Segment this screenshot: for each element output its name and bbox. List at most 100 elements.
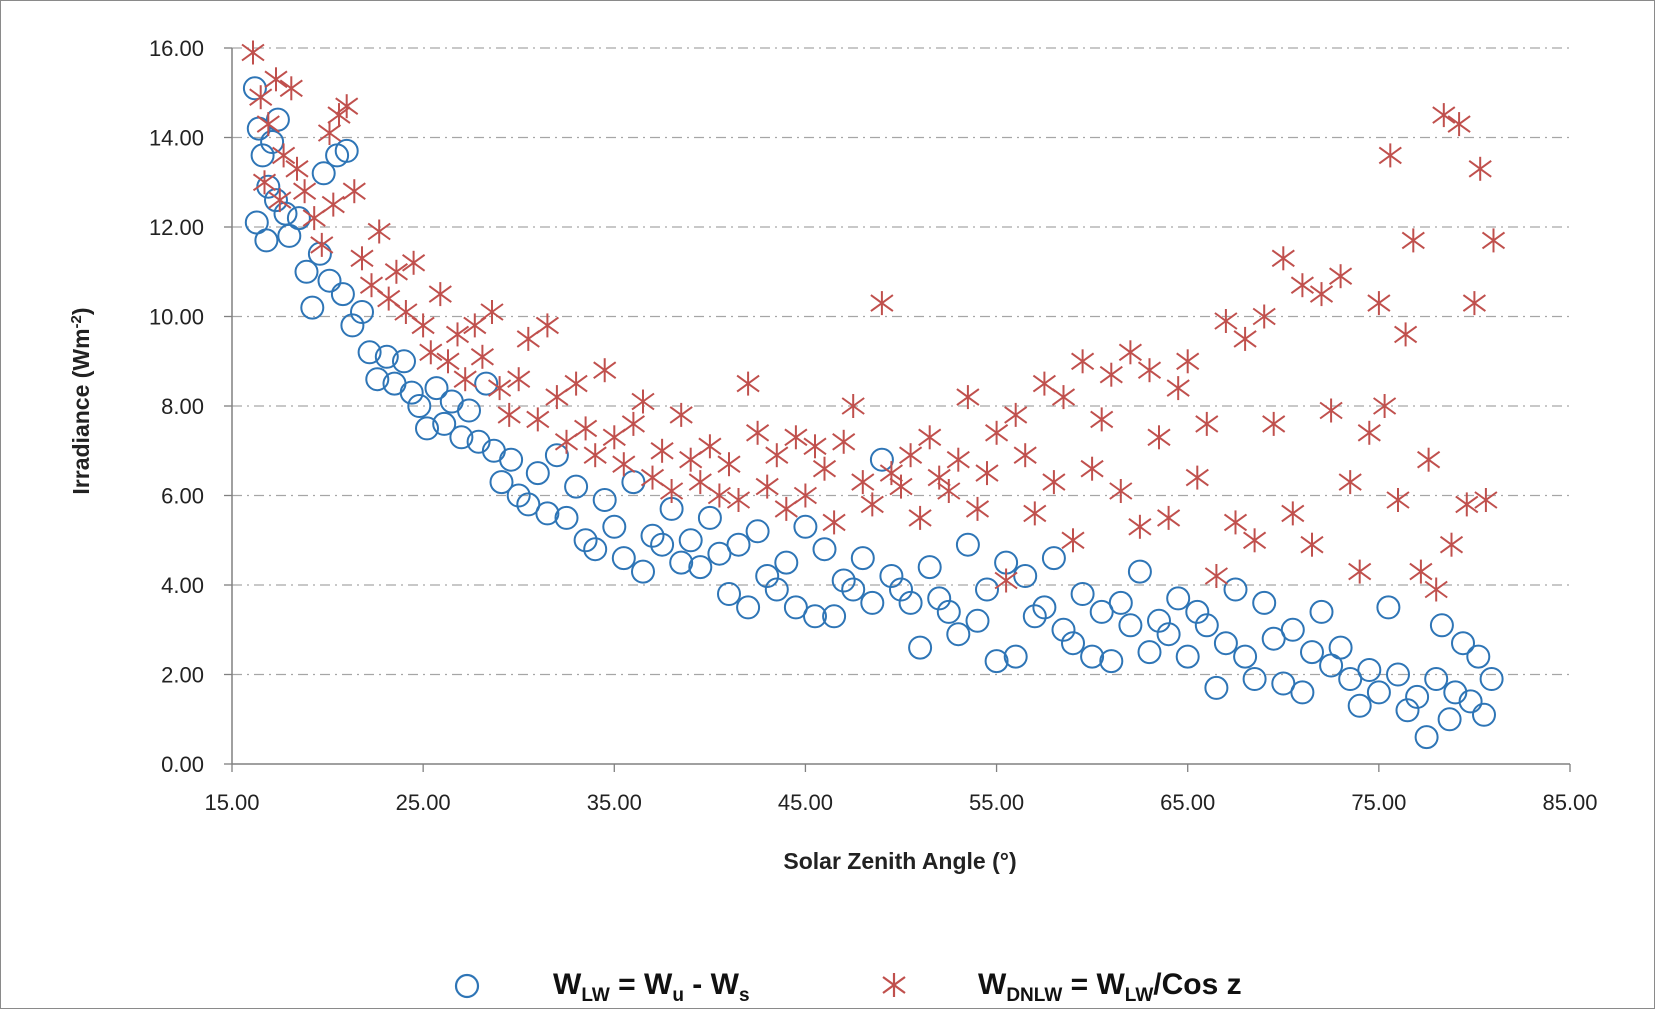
data-point-wlw [525, 461, 550, 486]
data-point-wdnlw [946, 447, 970, 472]
data-point-wlw [1424, 667, 1449, 691]
data-point-wlw [1223, 577, 1248, 602]
data-point-wdnlw [736, 371, 760, 396]
data-point-wlw [965, 608, 990, 633]
data-point-wdnlw [746, 420, 770, 445]
data-point-wlw [783, 595, 808, 620]
data-point-wlw [294, 259, 319, 284]
data-point-wlw [265, 107, 290, 132]
data-point-wlw [1099, 649, 1124, 674]
data-point-wlw [793, 514, 818, 539]
data-point-wdnlw [1300, 532, 1324, 557]
data-point-wdnlw [612, 452, 636, 477]
data-point-wlw [1437, 707, 1462, 732]
data-point-wlw [1443, 680, 1468, 705]
data-point-wdnlw [832, 429, 856, 454]
data-point-wlw [1271, 671, 1296, 696]
data-point-wlw [499, 447, 524, 472]
data-point-wdnlw [975, 461, 999, 486]
data-point-wlw [432, 411, 457, 436]
data-point-wlw [1479, 667, 1504, 691]
data-point-wlw [506, 483, 531, 508]
data-point-wdnlw [755, 474, 779, 499]
data-point-wdnlw [1401, 228, 1425, 253]
data-point-wdnlw [1367, 291, 1391, 316]
data-point-wdnlw [1032, 371, 1056, 396]
data-point-wlw [407, 394, 432, 418]
data-point-wdnlw [631, 389, 655, 414]
data-point-wlw [688, 555, 713, 580]
data-point-wlw [831, 568, 856, 593]
data-point-wlw [812, 537, 837, 562]
data-point-wlw [1472, 702, 1496, 727]
data-point-wlw [1127, 559, 1152, 584]
data-point-wlw [1041, 546, 1066, 571]
data-point-wdnlw [497, 402, 521, 427]
data-point-wdnlw [377, 286, 401, 311]
data-point-wlw [946, 622, 971, 647]
y-tick-label: 0.00 [161, 752, 204, 777]
data-point-wdnlw [793, 483, 817, 508]
data-point-wlw [1280, 617, 1305, 642]
data-point-wdnlw [583, 443, 607, 468]
data-point-wdnlw [650, 438, 674, 463]
data-point-wlw [286, 206, 311, 231]
data-point-wlw [1118, 613, 1143, 638]
data-point-wlw [300, 295, 325, 320]
data-point-wlw [583, 537, 608, 562]
data-point-wdnlw [1447, 112, 1471, 137]
data-point-wlw [1156, 622, 1181, 647]
data-point-wdnlw [342, 179, 366, 204]
data-point-wlw [1070, 582, 1095, 606]
data-point-wdnlw [1252, 304, 1276, 329]
data-point-wdnlw [1004, 402, 1028, 427]
data-point-wlw [850, 546, 875, 571]
data-point-wdnlw [1338, 470, 1362, 495]
data-point-wlw [1147, 608, 1171, 633]
y-tick-label: 4.00 [161, 573, 204, 598]
y-tick-label: 2.00 [161, 663, 204, 688]
data-point-wdnlw [1147, 425, 1171, 450]
data-point-wlw [1395, 698, 1420, 723]
data-point-wlw [621, 470, 646, 495]
data-point-wdnlw [394, 300, 418, 324]
data-point-wdnlw [1481, 228, 1506, 253]
data-point-wlw [726, 532, 751, 557]
data-point-wdnlw [1195, 411, 1219, 436]
data-point-wlw [254, 228, 279, 253]
data-point-wlw [439, 389, 464, 414]
data-point-wdnlw [937, 479, 961, 503]
data-point-wdnlw [707, 483, 731, 508]
data-point-wdnlw [359, 273, 384, 298]
data-point-wdnlw [350, 246, 374, 271]
data-point-wdnlw [526, 407, 550, 432]
data-point-wlw [697, 505, 722, 530]
data-point-wlw [736, 595, 761, 620]
axes [231, 48, 1570, 765]
data-point-wlw [1032, 595, 1057, 620]
data-point-wlw [984, 649, 1009, 674]
data-point-wlw [975, 577, 999, 602]
data-point-wdnlw [1157, 505, 1181, 530]
data-point-wlw [774, 550, 799, 575]
data-point-wlw [1013, 564, 1038, 588]
data-point-wdnlw [765, 443, 789, 468]
data-point-wlw [1328, 635, 1353, 660]
data-point-wlw [334, 138, 359, 163]
data-point-wdnlw [899, 443, 923, 468]
data-point-wlw [1252, 590, 1277, 615]
data-point-wdnlw [621, 411, 645, 436]
data-point-wlw [1261, 626, 1286, 651]
data-point-wdnlw [812, 456, 837, 481]
data-point-wdnlw [851, 470, 875, 495]
data-point-wlw [365, 367, 390, 392]
series-wdnlw [241, 40, 1506, 602]
data-point-wdnlw [1204, 564, 1228, 588]
data-point-wlw [908, 635, 933, 660]
data-point-wdnlw [574, 416, 598, 441]
data-point-wdnlw [1455, 492, 1479, 517]
data-point-wdnlw [279, 76, 303, 101]
data-point-wlw [955, 532, 980, 557]
data-point-wlw [1204, 675, 1229, 700]
data-point-wdnlw [480, 300, 504, 324]
